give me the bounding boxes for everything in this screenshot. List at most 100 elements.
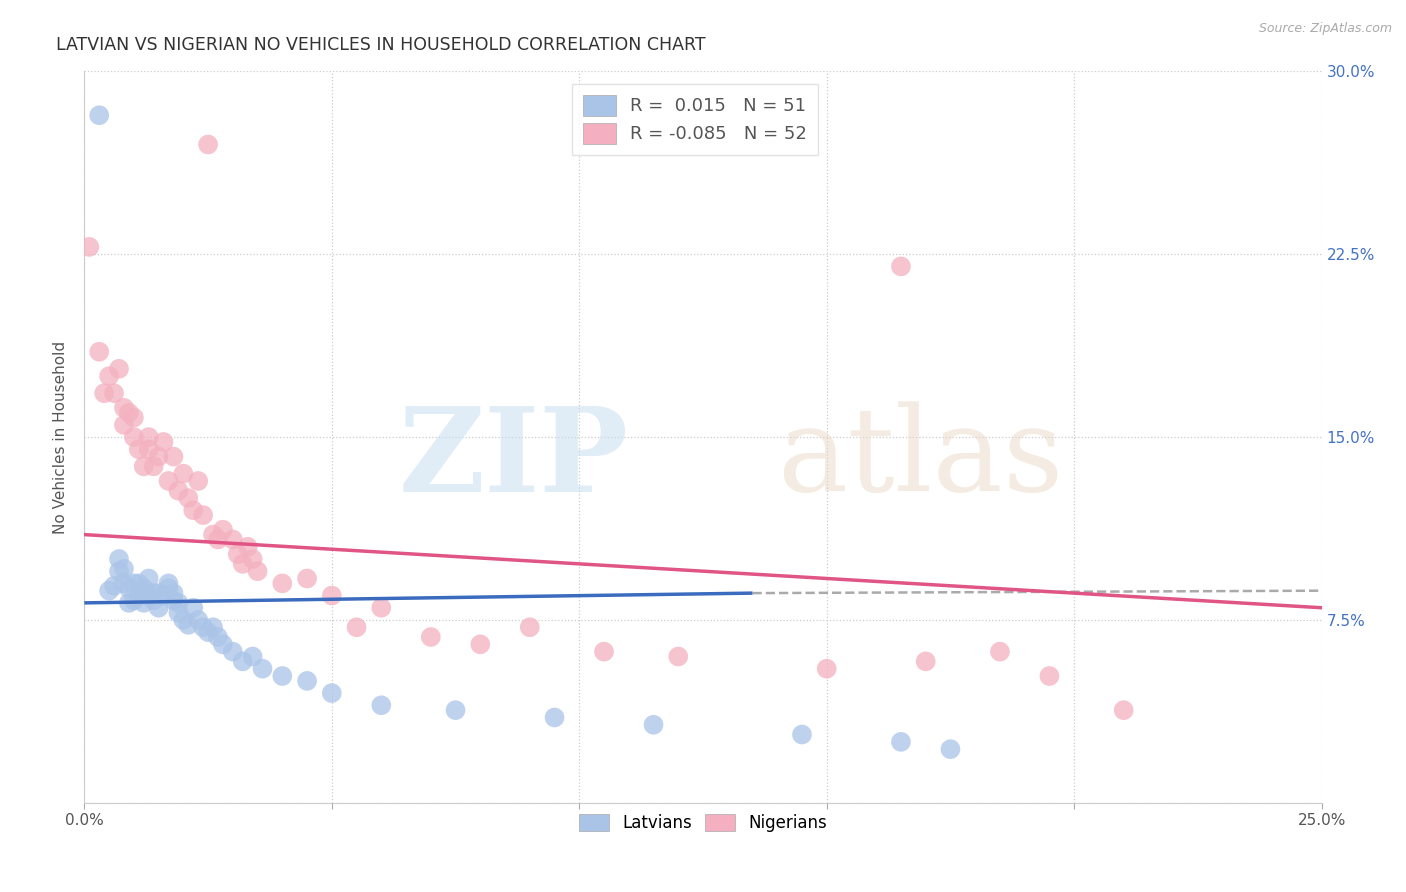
Point <box>112 576 135 591</box>
Point <box>242 649 264 664</box>
Point <box>519 620 541 634</box>
Point <box>232 654 254 668</box>
Point <box>207 533 229 547</box>
Text: ZIP: ZIP <box>399 401 628 516</box>
Point <box>108 361 131 376</box>
Point <box>167 606 190 620</box>
Point <box>187 474 209 488</box>
Point <box>643 718 665 732</box>
Point <box>148 586 170 600</box>
Point <box>321 686 343 700</box>
Point <box>222 645 245 659</box>
Point <box>370 698 392 713</box>
Point <box>138 589 160 603</box>
Legend: Latvians, Nigerians: Latvians, Nigerians <box>572 807 834 838</box>
Point <box>118 581 141 595</box>
Point <box>815 662 838 676</box>
Y-axis label: No Vehicles in Household: No Vehicles in Household <box>53 341 69 533</box>
Point <box>157 474 180 488</box>
Point <box>89 108 111 122</box>
Point <box>181 600 204 615</box>
Point <box>148 450 170 464</box>
Point <box>118 406 141 420</box>
Point <box>89 344 111 359</box>
Point <box>271 576 294 591</box>
Point <box>142 459 165 474</box>
Point <box>187 613 209 627</box>
Point <box>207 630 229 644</box>
Point <box>470 637 492 651</box>
Point <box>138 572 160 586</box>
Point <box>128 576 150 591</box>
Point <box>666 649 689 664</box>
Point <box>93 386 115 401</box>
Point <box>543 710 565 724</box>
Point <box>232 557 254 571</box>
Point <box>118 596 141 610</box>
Point <box>167 596 190 610</box>
Point <box>222 533 245 547</box>
Point <box>167 483 190 498</box>
Point <box>191 620 214 634</box>
Point <box>122 430 145 444</box>
Point <box>212 523 235 537</box>
Point <box>295 572 318 586</box>
Point <box>152 434 174 449</box>
Point <box>191 508 214 522</box>
Point <box>212 637 235 651</box>
Point <box>321 589 343 603</box>
Point <box>132 581 155 595</box>
Point <box>157 581 180 595</box>
Point <box>226 547 249 561</box>
Point <box>98 583 121 598</box>
Point <box>162 586 184 600</box>
Point <box>444 703 467 717</box>
Text: LATVIAN VS NIGERIAN NO VEHICLES IN HOUSEHOLD CORRELATION CHART: LATVIAN VS NIGERIAN NO VEHICLES IN HOUSE… <box>56 36 706 54</box>
Point <box>142 586 165 600</box>
Point <box>177 617 200 632</box>
Point <box>112 401 135 415</box>
Point <box>790 727 813 741</box>
Point <box>202 620 225 634</box>
Point <box>138 430 160 444</box>
Point <box>172 467 194 481</box>
Point <box>246 564 269 578</box>
Point <box>890 735 912 749</box>
Point <box>148 600 170 615</box>
Point <box>138 442 160 457</box>
Point <box>108 564 131 578</box>
Point <box>914 654 936 668</box>
Point <box>157 576 180 591</box>
Point <box>132 596 155 610</box>
Point <box>988 645 1011 659</box>
Point <box>103 579 125 593</box>
Point <box>419 630 441 644</box>
Point <box>242 552 264 566</box>
Point <box>98 369 121 384</box>
Point <box>1112 703 1135 717</box>
Point <box>295 673 318 688</box>
Point <box>152 589 174 603</box>
Point <box>122 593 145 607</box>
Point <box>142 593 165 607</box>
Point <box>172 613 194 627</box>
Point <box>128 442 150 457</box>
Point <box>132 459 155 474</box>
Point <box>177 491 200 505</box>
Point <box>122 410 145 425</box>
Point <box>202 527 225 541</box>
Point <box>346 620 368 634</box>
Point <box>108 552 131 566</box>
Point <box>128 589 150 603</box>
Point <box>271 669 294 683</box>
Point <box>236 540 259 554</box>
Point <box>197 137 219 152</box>
Text: Source: ZipAtlas.com: Source: ZipAtlas.com <box>1258 22 1392 36</box>
Point <box>162 593 184 607</box>
Point <box>1038 669 1060 683</box>
Point <box>197 625 219 640</box>
Point <box>181 503 204 517</box>
Point <box>162 450 184 464</box>
Point <box>112 562 135 576</box>
Point <box>122 576 145 591</box>
